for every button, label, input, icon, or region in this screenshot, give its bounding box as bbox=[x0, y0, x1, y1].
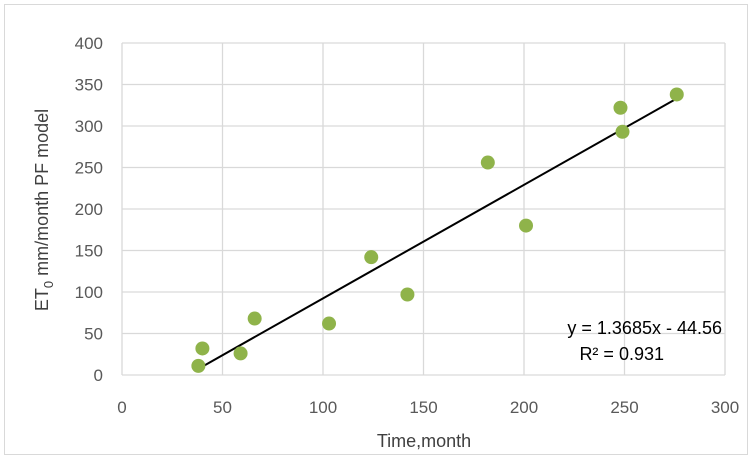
y-axis-title-main: ET bbox=[32, 288, 52, 311]
trendline bbox=[197, 97, 678, 370]
trendline-equation: y = 1.3685x - 44.56 bbox=[567, 318, 722, 338]
x-tick-labels: 0 50 100 150 200 250 300 bbox=[117, 398, 739, 417]
data-point-7 bbox=[480, 155, 495, 170]
y-axis-title-subscript: 0 bbox=[41, 281, 56, 288]
data-points bbox=[191, 87, 684, 373]
data-point-8 bbox=[519, 218, 534, 233]
y-tick-label: 250 bbox=[75, 159, 103, 178]
x-tick-label: 150 bbox=[409, 398, 437, 417]
y-tick-label: 150 bbox=[75, 242, 103, 261]
y-axis-title: ET0 mm/month PF model bbox=[32, 109, 56, 311]
y-tick-label: 0 bbox=[94, 366, 103, 385]
data-point-10 bbox=[615, 124, 630, 139]
data-point-1 bbox=[195, 341, 210, 356]
data-point-9 bbox=[613, 100, 628, 115]
data-point-4 bbox=[322, 316, 337, 331]
data-point-11 bbox=[669, 87, 684, 102]
y-tick-labels: 0 50 100 150 200 250 300 350 400 bbox=[75, 34, 103, 385]
data-point-5 bbox=[364, 250, 379, 265]
y-tick-label: 300 bbox=[75, 117, 103, 136]
trendline-layer bbox=[197, 97, 678, 370]
x-tick-label: 300 bbox=[711, 398, 739, 417]
x-tick-label: 0 bbox=[117, 398, 126, 417]
y-tick-label: 200 bbox=[75, 200, 103, 219]
x-axis-title: Time,month bbox=[377, 431, 471, 451]
data-point-2 bbox=[233, 346, 248, 361]
y-tick-label: 350 bbox=[75, 76, 103, 95]
x-tick-label: 200 bbox=[510, 398, 538, 417]
data-point-6 bbox=[400, 287, 415, 302]
x-tick-label: 100 bbox=[309, 398, 337, 417]
r-squared-label: R² = 0.931 bbox=[579, 344, 664, 364]
y-tick-label: 400 bbox=[75, 34, 103, 53]
y-tick-label: 50 bbox=[84, 325, 103, 344]
x-tick-label: 50 bbox=[213, 398, 232, 417]
data-point-3 bbox=[247, 311, 262, 326]
y-axis-title-rest: mm/month PF model bbox=[32, 109, 52, 281]
data-point-0 bbox=[191, 358, 206, 373]
y-tick-label: 100 bbox=[75, 283, 103, 302]
x-tick-label: 250 bbox=[610, 398, 638, 417]
